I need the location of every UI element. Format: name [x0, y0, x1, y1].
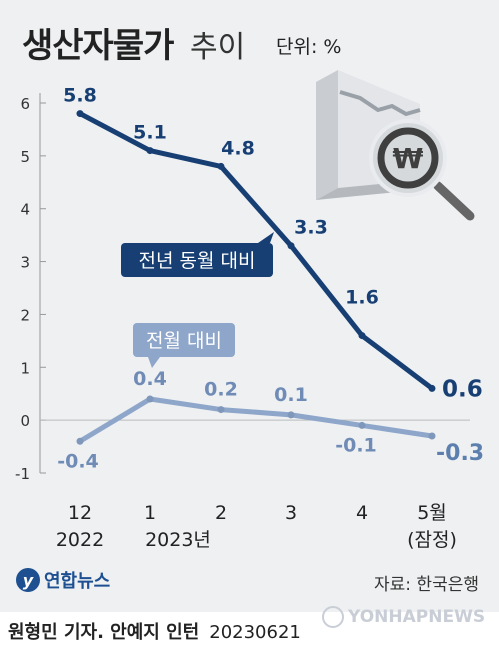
watermark-logo-icon [322, 606, 344, 628]
x-tick-label: 5월 [417, 502, 447, 524]
y-tick-label: 6 [20, 95, 30, 113]
source-label: 자료: 한국은행 [374, 575, 479, 595]
series-point-yoy [358, 332, 366, 340]
watermark-text: YONHAPNEWS [348, 607, 486, 627]
data-label-yoy: 0.6 [442, 376, 483, 402]
series-point-mom [428, 432, 436, 440]
series-point-yoy [146, 147, 154, 155]
data-label-mom: 0.2 [204, 379, 238, 401]
callout-yoy-pointer [258, 232, 274, 243]
chart-card [0, 0, 499, 612]
callout-yoy [121, 243, 273, 277]
page-title: 생산자물가 [22, 26, 174, 66]
byline-date: 20230621 [209, 622, 301, 643]
brand-logo: y 연합뉴스 [16, 567, 110, 593]
page-title-suffix: 추이 [190, 30, 246, 65]
data-label-yoy: 5.1 [133, 122, 167, 144]
series-point-mom [217, 406, 225, 414]
data-label-yoy: 5.8 [63, 85, 97, 107]
series-point-yoy [76, 110, 84, 118]
byline-authors: 원형민 기자. 안예지 인턴 [8, 622, 200, 643]
callout-mom-pointer [148, 357, 160, 368]
byline: 원형민 기자. 안예지 인턴 20230621 [8, 618, 301, 644]
x-tick-sublabel: 2023년 [145, 529, 211, 551]
unit-label: 단위: % [276, 36, 342, 58]
series-point-yoy [217, 162, 225, 170]
y-tick-label: 2 [20, 306, 30, 324]
x-tick-label: 12 [68, 502, 92, 524]
x-tick-label: 4 [356, 502, 368, 524]
series-point-yoy [428, 384, 436, 392]
x-tick-sublabel: 2022 [56, 529, 104, 551]
x-tick-sublabel: (잠정) [407, 529, 457, 551]
yonhap-logo-icon: y [16, 568, 40, 592]
x-tick-label: 3 [285, 502, 297, 524]
y-tick-label: 0 [20, 412, 30, 430]
series-point-yoy [287, 242, 295, 250]
svg-text:₩: ₩ [393, 142, 424, 175]
brand-name: 연합뉴스 [44, 571, 111, 592]
data-label-yoy: 4.8 [221, 137, 255, 159]
watermark: YONHAPNEWS [322, 606, 485, 628]
series-point-mom [146, 395, 154, 403]
y-tick-label: 5 [20, 148, 30, 166]
y-tick-label: 1 [20, 359, 30, 377]
callout-yoy-label: 전년 동월 대비 [139, 250, 256, 272]
y-tick-label: -1 [15, 465, 30, 483]
data-label-yoy: 1.6 [345, 287, 379, 309]
data-label-mom: -0.1 [335, 434, 377, 456]
series-line-yoy [78, 111, 434, 391]
data-label-mom: -0.4 [57, 450, 99, 472]
series-layer: -0.4 0.4 0.2 0.1 -0.1 -0.3 5.8 5.1 4.8 3.3 1.6 0.6 [57, 85, 484, 473]
data-label-mom: 0.1 [274, 384, 308, 406]
callout-mom [133, 323, 235, 357]
series-point-mom [287, 411, 295, 419]
data-label-mom: -0.3 [436, 441, 484, 466]
series-point-mom [358, 421, 366, 429]
data-label-yoy: 3.3 [294, 217, 328, 239]
y-tick-label: 4 [20, 201, 30, 219]
callout-mom-label: 전월 대비 [146, 330, 222, 352]
y-tick-label: 3 [20, 254, 30, 272]
magnifier-won-chart-icon: ₩ [316, 70, 475, 221]
series-line-mom [78, 396, 433, 444]
series-point-mom [76, 437, 84, 445]
x-tick-label: 1 [144, 502, 156, 524]
x-tick-label: 2 [215, 502, 227, 524]
data-label-mom: 0.4 [133, 368, 167, 390]
